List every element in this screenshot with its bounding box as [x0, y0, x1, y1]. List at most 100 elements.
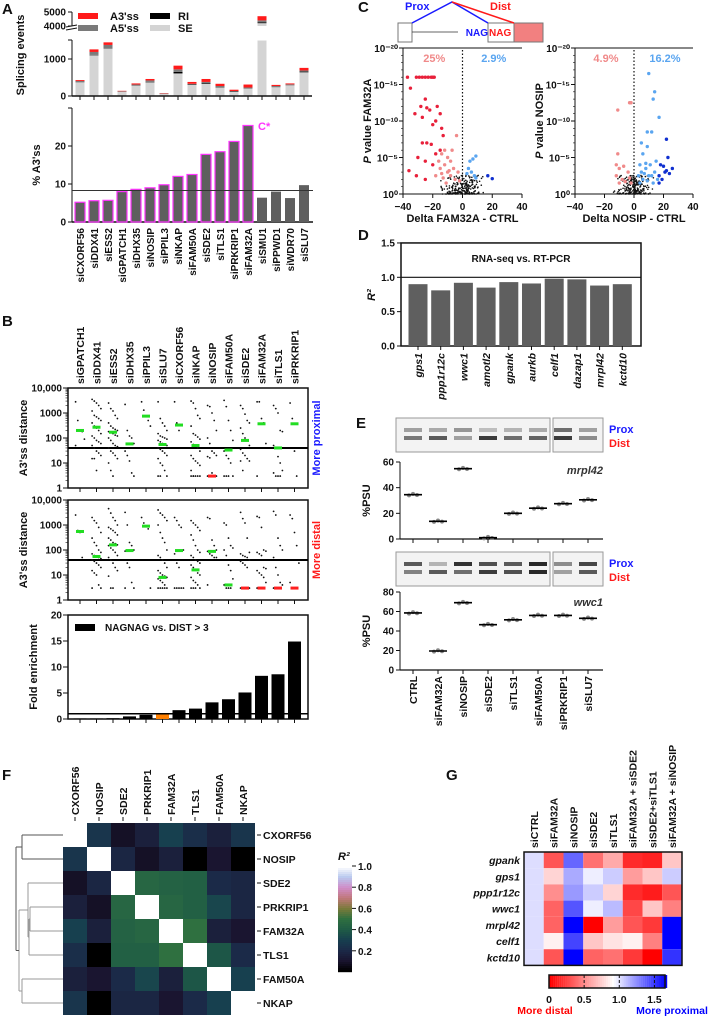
data-point	[211, 554, 213, 557]
heatmap-cell	[583, 868, 603, 885]
data-point	[272, 444, 275, 447]
data-point	[211, 450, 213, 452]
gel-image-1	[395, 417, 551, 453]
y-tick-label: 20	[383, 509, 395, 520]
proximal-band	[404, 562, 422, 566]
colorbar-segment	[628, 975, 631, 988]
heatmap-cell	[563, 949, 584, 966]
nonsignificant-point	[624, 189, 627, 192]
proximal-band	[454, 428, 472, 432]
data-point	[232, 475, 234, 477]
data-point	[232, 547, 234, 549]
data-point	[281, 430, 284, 433]
data-point	[262, 576, 265, 579]
data-point	[229, 587, 232, 589]
legend-label: A3'ss	[110, 11, 139, 23]
colorbar-segment	[338, 926, 352, 929]
heatmap-cell	[231, 991, 255, 1015]
nonsignificant-point	[465, 186, 468, 188]
heatmap-cell	[135, 823, 159, 847]
data-point	[260, 417, 263, 420]
nonsignificant-point	[475, 180, 478, 182]
nonsignificant-point	[619, 175, 621, 178]
data-point	[126, 454, 129, 457]
data-point	[76, 419, 79, 422]
nonsignificant-point	[643, 189, 645, 192]
colorbar-segment	[595, 975, 599, 988]
strong-proximal-point	[490, 176, 494, 181]
data-point	[223, 522, 226, 524]
data-point	[116, 457, 119, 460]
data-point	[97, 452, 100, 454]
nonsignificant-point	[463, 180, 466, 183]
data-point	[161, 537, 164, 539]
data-point	[157, 524, 160, 526]
category-label: siNKAP	[191, 345, 203, 384]
data-point	[281, 469, 284, 472]
data-point	[256, 475, 258, 477]
data-point	[241, 562, 244, 564]
panel-label-D: D	[358, 227, 369, 244]
colorbar-segment	[338, 970, 352, 973]
y-tick-label: 1	[56, 484, 62, 495]
data-point	[194, 524, 197, 526]
distal-point	[616, 108, 620, 112]
data-point	[159, 572, 162, 574]
data-point	[93, 414, 96, 417]
heatmap-cell	[622, 852, 643, 869]
data-point	[93, 519, 96, 522]
bar	[238, 692, 252, 719]
nonsignificant-point	[634, 183, 636, 186]
bar-segment	[131, 85, 141, 96]
heatmap-cell	[583, 933, 603, 950]
bar-segment	[75, 81, 85, 83]
x-tick-label: −20	[596, 202, 613, 213]
category-label: siFAM32A	[257, 333, 269, 384]
colorbar-segment	[338, 872, 352, 875]
gel-image-2	[552, 551, 604, 587]
nonsignificant-point	[624, 185, 626, 188]
y-axis-label: %PSU	[361, 484, 373, 516]
colorbar-segment	[338, 910, 352, 913]
nonsignificant-point	[636, 193, 638, 195]
colorbar-segment	[338, 912, 352, 915]
y-axis-label: R²	[366, 289, 378, 301]
colorbar-segment	[338, 934, 352, 937]
data-point	[175, 587, 178, 589]
colorbar-segment	[338, 880, 352, 883]
nonsignificant-point	[441, 188, 444, 190]
category-label: siNKAP	[174, 228, 185, 265]
distal-point	[448, 174, 453, 178]
bar-segment	[103, 42, 113, 45]
data-point	[107, 575, 110, 578]
data-point	[133, 587, 135, 589]
proximal-band	[529, 428, 547, 432]
strong-proximal-point	[660, 177, 664, 182]
data-point	[112, 475, 114, 477]
y-tick-label: 60	[383, 607, 395, 618]
distal-junction	[451, 1, 515, 24]
category-label: siNOSIP	[146, 228, 157, 268]
data-point	[178, 429, 180, 432]
nonsignificant-point	[649, 192, 651, 194]
y-axis-label-italic: P	[534, 151, 546, 159]
heatmap-cell	[231, 895, 255, 919]
y-tick-label: 5000	[44, 8, 67, 19]
bar-segment	[257, 20, 267, 23]
nonsignificant-point	[454, 183, 456, 185]
bar	[242, 124, 254, 223]
data-point	[274, 407, 277, 410]
y-tick-label: 1.5	[381, 238, 395, 249]
data-point	[91, 559, 93, 561]
data-point	[194, 587, 197, 589]
strong-distal-point	[425, 106, 429, 110]
data-point	[91, 410, 93, 412]
data-point	[100, 531, 102, 534]
nonsignificant-point	[647, 193, 650, 195]
colorbar-segment	[565, 975, 568, 988]
data-point	[208, 517, 211, 520]
distal-point	[437, 159, 441, 163]
category-label: siPPIL3	[141, 346, 153, 384]
category-label: siGPATCH1	[75, 326, 87, 384]
strong-distal-point	[419, 104, 423, 109]
